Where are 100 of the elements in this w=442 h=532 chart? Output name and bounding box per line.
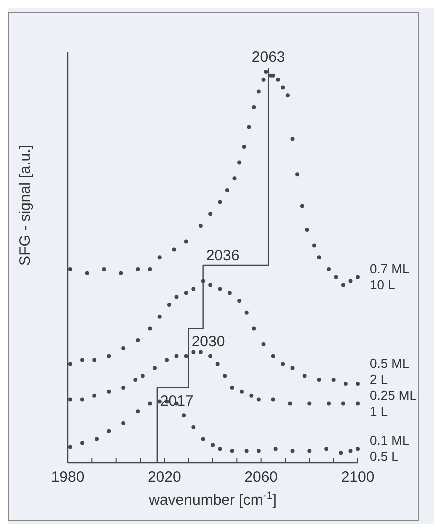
point (148, 402, 152, 406)
annotation: 2017 (160, 392, 194, 410)
point (201, 437, 206, 442)
point (122, 346, 126, 350)
point (208, 283, 213, 288)
point (339, 451, 344, 456)
point (281, 86, 286, 90)
point (324, 447, 329, 452)
point (271, 398, 276, 402)
point (68, 445, 72, 450)
point (184, 291, 188, 296)
point (252, 326, 256, 331)
point (172, 248, 176, 252)
point (356, 275, 360, 280)
x-tick-label: 1980 (51, 469, 85, 486)
point (68, 398, 72, 402)
point (134, 378, 138, 382)
point (107, 354, 112, 358)
point (240, 390, 244, 394)
point (317, 256, 322, 260)
point (107, 390, 112, 394)
point (344, 382, 348, 386)
point (208, 212, 213, 216)
point (153, 366, 157, 370)
point (308, 449, 312, 454)
point (308, 402, 312, 406)
point (226, 188, 230, 192)
point (148, 326, 152, 331)
point (238, 160, 242, 165)
point (327, 267, 331, 272)
point (356, 447, 360, 452)
point (356, 402, 360, 406)
point (218, 447, 222, 452)
point (85, 271, 90, 276)
point (136, 267, 140, 272)
point (232, 176, 237, 181)
point (182, 414, 186, 418)
point (192, 287, 196, 292)
point (107, 429, 112, 434)
point (256, 449, 261, 454)
point (332, 378, 336, 382)
annotation: 2030 (192, 334, 226, 351)
point (305, 228, 310, 232)
x-tick-label: 2100 (341, 469, 375, 486)
y-axis-title: SFG - signal [a.u.] (17, 145, 34, 266)
point (198, 224, 203, 228)
point (80, 398, 84, 402)
point (218, 287, 222, 292)
point (356, 382, 360, 386)
point (122, 422, 126, 426)
point (230, 449, 234, 454)
point (184, 354, 188, 358)
series-label: 0.7 ML 10 L (370, 261, 410, 292)
point (158, 256, 162, 260)
point (223, 374, 228, 378)
point (274, 447, 278, 452)
point (184, 240, 188, 244)
point (348, 449, 353, 454)
point (230, 386, 234, 390)
point (256, 398, 261, 402)
point (290, 137, 295, 142)
point (140, 374, 145, 378)
x-tick-label: 2020 (148, 469, 182, 486)
point (68, 267, 72, 272)
point (271, 354, 276, 358)
point (238, 299, 242, 304)
x-tick-label: 2060 (244, 469, 278, 486)
point (148, 267, 152, 272)
point (348, 279, 353, 284)
point (92, 358, 97, 362)
point (300, 204, 304, 208)
point (264, 70, 268, 74)
point (228, 291, 232, 296)
point (262, 342, 266, 346)
point (92, 394, 97, 398)
point (290, 449, 295, 454)
point (174, 295, 179, 300)
point (158, 314, 162, 319)
point (95, 437, 99, 442)
point (276, 78, 280, 82)
point (244, 449, 249, 454)
point (342, 283, 346, 288)
point (327, 402, 331, 406)
point (80, 358, 84, 362)
point (296, 172, 300, 177)
point (168, 303, 172, 307)
point (290, 366, 295, 370)
point (252, 106, 256, 110)
point (211, 443, 215, 448)
point (317, 378, 322, 382)
point (247, 125, 252, 130)
point (68, 362, 72, 366)
point (136, 410, 140, 414)
point (262, 78, 266, 82)
point (256, 90, 261, 94)
point (286, 94, 290, 98)
point (288, 402, 292, 406)
point (80, 441, 84, 446)
point (244, 310, 249, 315)
point (281, 362, 286, 366)
